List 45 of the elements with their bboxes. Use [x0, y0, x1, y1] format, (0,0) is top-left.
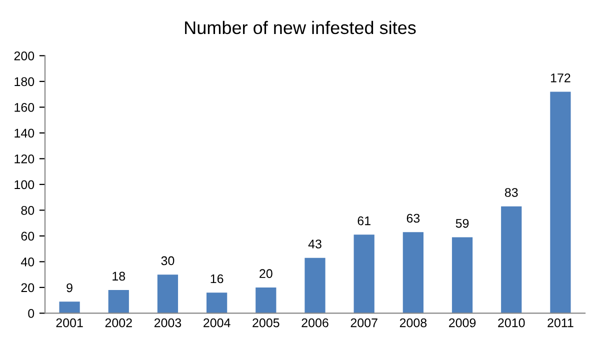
y-tick-label: 180 [14, 77, 34, 86]
data-label: 30 [161, 256, 174, 266]
x-tick-label: 2010 [498, 318, 525, 328]
bar [108, 290, 129, 314]
y-tick-label: 200 [14, 51, 34, 60]
bar [501, 206, 522, 314]
x-tick-label: 2009 [449, 318, 476, 328]
bar [402, 232, 424, 314]
y-tick-label: 160 [14, 102, 34, 112]
y-tick-label: 100 [14, 180, 34, 190]
chart-title: Number of new infested sites [185, 20, 416, 34]
x-tick-label: 2001 [56, 318, 83, 328]
y-tick-label: 0 [28, 309, 34, 318]
data-label: 61 [358, 216, 370, 226]
x-tick-label: 2007 [350, 318, 378, 328]
data-label: 83 [504, 188, 518, 197]
data-label: 20 [260, 269, 272, 278]
data-label: 63 [406, 214, 420, 223]
data-label: 9 [66, 283, 72, 292]
x-tick-label: 2004 [204, 318, 230, 328]
y-tick-label: 40 [20, 257, 34, 266]
data-label: 16 [210, 274, 224, 284]
x-tick-label: 2002 [105, 318, 132, 328]
bar [59, 302, 80, 314]
bar [452, 237, 473, 314]
y-tick-label: 80 [21, 206, 34, 215]
bar [157, 274, 178, 314]
data-label: 172 [550, 73, 570, 82]
x-tick-label: 2006 [302, 318, 328, 328]
bar [550, 92, 571, 314]
data-label: 18 [112, 272, 126, 281]
y-tick-label: 140 [14, 128, 34, 138]
x-tick-label: 2003 [154, 318, 182, 328]
x-tick-label: 2005 [252, 318, 280, 328]
bar [354, 234, 374, 314]
data-label: 43 [308, 240, 322, 248]
x-tick-label: 2008 [400, 318, 427, 328]
y-tick-label: 120 [14, 154, 34, 164]
data-label: 59 [456, 218, 469, 228]
bar [206, 292, 228, 314]
y-tick-label: 20 [21, 283, 34, 292]
x-tick-label: 2011 [548, 318, 574, 328]
bar [256, 287, 276, 314]
y-tick-label: 60 [21, 232, 34, 241]
bar [304, 258, 326, 314]
